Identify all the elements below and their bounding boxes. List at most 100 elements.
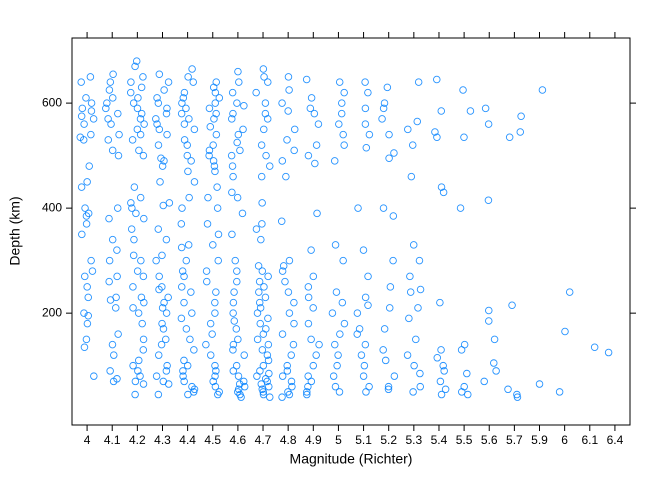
- point: [309, 304, 317, 312]
- point: [260, 283, 268, 291]
- point: [212, 109, 220, 118]
- point: [139, 380, 148, 388]
- point: [152, 372, 161, 380]
- point: [307, 94, 316, 102]
- point: [313, 209, 321, 218]
- point: [105, 256, 114, 265]
- point: [285, 390, 294, 399]
- point: [309, 361, 318, 370]
- point: [492, 367, 500, 375]
- point: [213, 183, 221, 191]
- point: [561, 327, 569, 336]
- point: [255, 298, 264, 307]
- point: [263, 115, 272, 123]
- point: [235, 78, 243, 86]
- point: [253, 335, 262, 344]
- point: [517, 112, 525, 120]
- point: [190, 346, 198, 354]
- point: [437, 346, 445, 354]
- point: [229, 298, 238, 307]
- point: [416, 382, 424, 391]
- point: [259, 390, 268, 399]
- point: [163, 130, 171, 139]
- x-tick-label: 5.9: [531, 433, 548, 447]
- point: [158, 162, 167, 170]
- point: [282, 172, 290, 181]
- point: [335, 78, 344, 86]
- point: [83, 283, 91, 291]
- x-tick-label: 4.2: [129, 433, 146, 447]
- x-tick-label: 5: [335, 433, 342, 447]
- point: [212, 288, 220, 296]
- x-tick-label: 4.5: [204, 433, 221, 447]
- point: [105, 277, 113, 286]
- x-tick-label: 5.4: [431, 433, 448, 447]
- point: [229, 309, 237, 317]
- point: [278, 267, 287, 275]
- point: [155, 285, 163, 294]
- point: [361, 293, 370, 302]
- point: [105, 86, 114, 94]
- point: [378, 115, 386, 123]
- point: [114, 151, 123, 160]
- x-tick-label: 4.8: [280, 433, 297, 447]
- point: [228, 230, 236, 239]
- point: [413, 117, 422, 126]
- point: [77, 112, 86, 120]
- x-tick-label: 5.3: [405, 433, 422, 447]
- x-tick-label: 4.6: [230, 433, 247, 447]
- point: [82, 212, 91, 220]
- point: [337, 109, 346, 118]
- point: [187, 157, 195, 165]
- point: [179, 94, 188, 102]
- point: [111, 304, 120, 312]
- point: [211, 88, 220, 97]
- point: [158, 283, 166, 291]
- point: [304, 319, 313, 328]
- point: [333, 361, 341, 370]
- point: [508, 301, 516, 310]
- point: [264, 78, 272, 86]
- point: [209, 241, 217, 249]
- point: [409, 241, 418, 249]
- point: [380, 325, 389, 333]
- point: [113, 272, 121, 281]
- point: [315, 340, 323, 349]
- point: [115, 130, 123, 139]
- point: [203, 277, 211, 286]
- point: [266, 393, 274, 401]
- point: [83, 178, 91, 186]
- point: [361, 120, 370, 128]
- point: [264, 272, 272, 281]
- point: [186, 335, 194, 344]
- point: [265, 162, 274, 170]
- point: [340, 141, 348, 149]
- point: [189, 78, 197, 86]
- point: [183, 151, 192, 160]
- point: [90, 372, 98, 380]
- point: [129, 361, 137, 370]
- point: [290, 319, 298, 328]
- point: [410, 361, 418, 370]
- point: [490, 359, 498, 367]
- point: [152, 115, 160, 123]
- point: [403, 351, 412, 359]
- point: [108, 340, 117, 349]
- point: [232, 325, 241, 333]
- point: [127, 225, 136, 233]
- point: [361, 78, 369, 86]
- point: [88, 267, 97, 275]
- point: [406, 288, 415, 296]
- point: [513, 393, 522, 401]
- point: [211, 382, 220, 391]
- x-tick-label: 4.3: [154, 433, 171, 447]
- point: [108, 235, 117, 244]
- point: [414, 78, 423, 86]
- point: [162, 109, 171, 118]
- point: [236, 146, 244, 155]
- point: [182, 325, 191, 333]
- point: [153, 120, 161, 128]
- point: [328, 309, 337, 317]
- point: [87, 99, 96, 107]
- point: [190, 178, 199, 186]
